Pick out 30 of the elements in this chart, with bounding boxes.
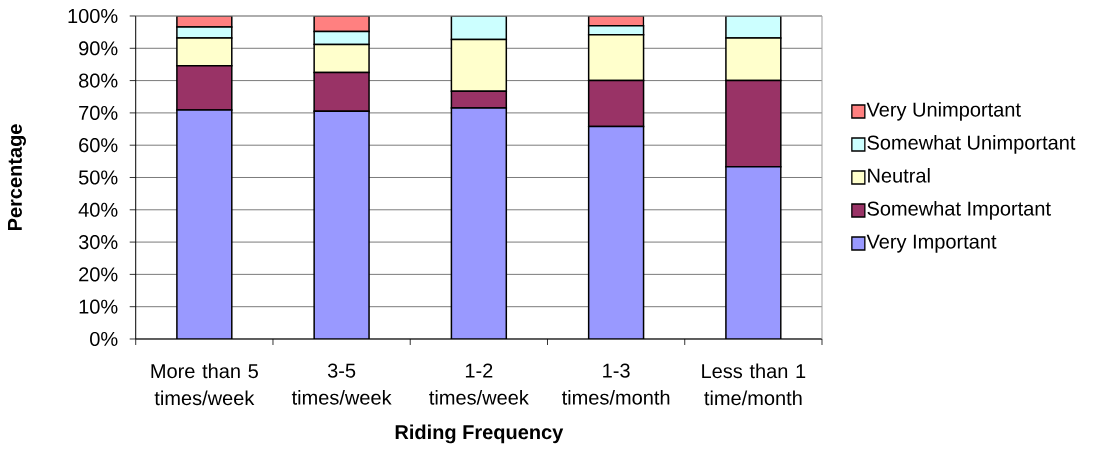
legend-label: Neutral	[868, 168, 930, 183]
y-tick-label: 50%	[78, 170, 118, 185]
bar	[725, 166, 782, 339]
bar	[313, 30, 370, 46]
y-tick-label: 80%	[79, 73, 118, 88]
bar	[176, 109, 233, 339]
legend-label: Somewhat Important	[867, 201, 1051, 220]
bar	[587, 125, 645, 339]
bar	[450, 15, 508, 41]
x-tick-label: 1-3 times/month	[561, 363, 670, 405]
x-tick-label: 3-5 times/week	[291, 363, 392, 405]
y-tick-label: 60%	[79, 138, 118, 153]
y-tick-label: 10%	[79, 299, 118, 314]
x-tick-label: 1-2 times/week	[429, 363, 529, 405]
y-tick-label: 90%	[79, 41, 118, 56]
y-tick-label: 40%	[78, 202, 118, 217]
y-tick-label: 100%	[68, 8, 118, 24]
x-axis-title: Riding Frequency	[395, 424, 564, 444]
x-tick-label: Less than 1 time/month	[702, 363, 806, 406]
y-tick-label: 70%	[79, 105, 118, 120]
legend-label: Very Unimportant	[866, 102, 1021, 121]
y-tick-label: 30%	[78, 235, 118, 250]
bar	[450, 107, 508, 339]
y-tick-label: 0%	[90, 331, 118, 347]
legend-label: Somewhat Unimportant	[867, 135, 1076, 154]
bar	[313, 110, 370, 339]
y-tick-label: 20%	[79, 267, 118, 282]
y-axis-title: Percentage	[7, 124, 26, 231]
x-tick-label: More than 5 times/week	[151, 363, 258, 406]
legend-label: Very Important	[866, 234, 997, 253]
